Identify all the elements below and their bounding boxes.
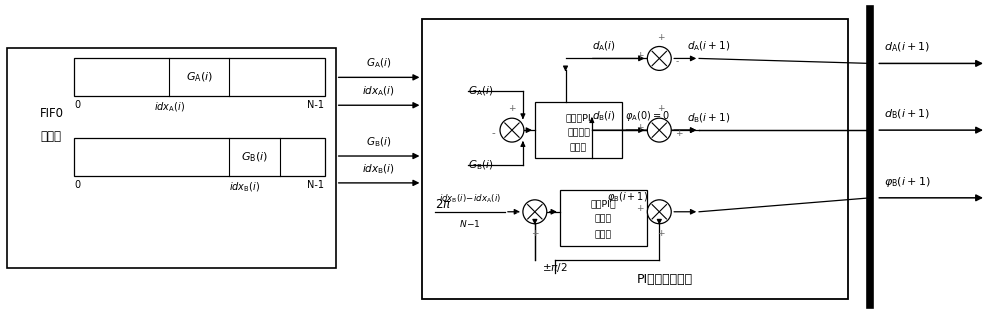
Text: $G_\mathrm{A}(i)$: $G_\mathrm{A}(i)$ [186, 71, 213, 84]
Text: $G_\mathrm{B}(i)$: $G_\mathrm{B}(i)$ [366, 135, 391, 149]
Text: $d_\mathrm{A}(i+1)$: $d_\mathrm{A}(i+1)$ [884, 41, 931, 54]
Circle shape [647, 118, 671, 142]
Text: 0: 0 [75, 180, 81, 190]
Text: -: - [515, 207, 519, 217]
Text: 代学习: 代学习 [595, 214, 612, 223]
Text: $d_\mathrm{A}(i+1)$: $d_\mathrm{A}(i+1)$ [687, 40, 730, 53]
Bar [74, 59, 325, 96]
Text: N-1: N-1 [307, 100, 324, 110]
Text: $\varphi_\mathrm{B}(i+1)$: $\varphi_\mathrm{B}(i+1)$ [884, 175, 931, 189]
Text: $d_\mathrm{B}(i+1)$: $d_\mathrm{B}(i+1)$ [687, 111, 730, 125]
Text: $idx_\mathrm{B}(i)$: $idx_\mathrm{B}(i)$ [229, 180, 260, 194]
Text: 存储器: 存储器 [40, 130, 61, 142]
Text: 控制器: 控制器 [595, 230, 612, 239]
Text: +: + [508, 104, 516, 113]
Text: PI迭代学习控制: PI迭代学习控制 [637, 273, 693, 286]
Text: 0: 0 [75, 100, 81, 110]
Bar [422, 19, 848, 299]
Text: $idx_\mathrm{B}(i)$: $idx_\mathrm{B}(i)$ [362, 162, 395, 176]
Bar [74, 138, 325, 176]
Circle shape [500, 118, 524, 142]
Text: FIF0: FIF0 [40, 107, 64, 120]
Text: 迭代学习: 迭代学习 [567, 128, 590, 137]
Circle shape [647, 46, 671, 70]
Text: +: + [636, 51, 643, 60]
Circle shape [647, 200, 671, 224]
Bar [7, 48, 336, 267]
Text: +: + [658, 229, 665, 238]
Text: 相位PI迭: 相位PI迭 [591, 199, 616, 208]
Text: $2\pi$: $2\pi$ [435, 198, 452, 211]
Text: $\varphi_\mathrm{B}(i+1)$: $\varphi_\mathrm{B}(i+1)$ [607, 190, 648, 204]
Text: $G_\mathrm{B}(i)$: $G_\mathrm{B}(i)$ [468, 158, 494, 172]
Text: +: + [531, 229, 539, 238]
Text: $\pm\pi/2$: $\pm\pi/2$ [542, 261, 568, 274]
Text: +: + [658, 32, 665, 42]
Text: $G_\mathrm{A}(i)$: $G_\mathrm{A}(i)$ [366, 57, 391, 70]
Text: $idx_\mathrm{A}(i)$: $idx_\mathrm{A}(i)$ [362, 85, 395, 98]
Text: $\varphi_\mathrm{A}(0)=0$: $\varphi_\mathrm{A}(0)=0$ [625, 109, 670, 123]
Text: +: + [636, 123, 643, 132]
Text: $d_\mathrm{A}(i)$: $d_\mathrm{A}(i)$ [592, 40, 615, 53]
Text: -: - [491, 128, 495, 138]
Text: $d_\mathrm{B}(i+1)$: $d_\mathrm{B}(i+1)$ [884, 107, 931, 121]
Text: +: + [636, 204, 643, 213]
Text: $N\!-\!1$: $N\!-\!1$ [459, 218, 481, 229]
Text: $d_\mathrm{B}(i)$: $d_\mathrm{B}(i)$ [592, 109, 616, 123]
Text: +: + [675, 128, 683, 138]
Text: 控制器: 控制器 [570, 143, 587, 152]
Text: $idx_\mathrm{B}(i)\!-\!idx_\mathrm{A}(i)$: $idx_\mathrm{B}(i)\!-\!idx_\mathrm{A}(i)… [439, 192, 501, 205]
Bar [535, 102, 622, 158]
Text: +: + [658, 104, 665, 113]
Text: 占空比PI: 占空比PI [566, 113, 592, 122]
Circle shape [523, 200, 547, 224]
Text: -: - [675, 57, 678, 66]
Text: $idx_\mathrm{A}(i)$: $idx_\mathrm{A}(i)$ [154, 100, 185, 114]
Text: $G_\mathrm{B}(i)$: $G_\mathrm{B}(i)$ [241, 150, 268, 164]
Text: N-1: N-1 [307, 180, 324, 190]
Bar [560, 190, 647, 245]
Text: $G_\mathrm{A}(i)$: $G_\mathrm{A}(i)$ [468, 85, 493, 98]
